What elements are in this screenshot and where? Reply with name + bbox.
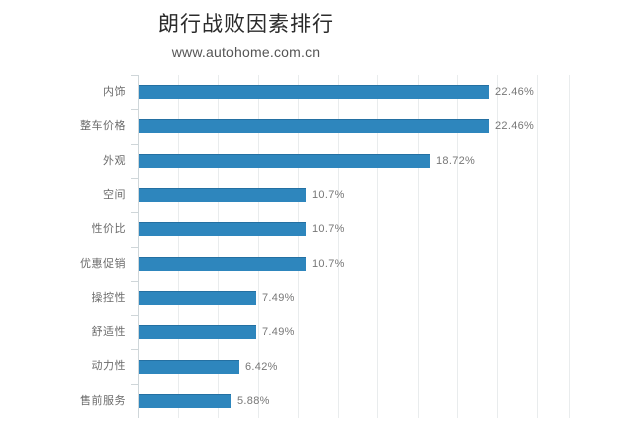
gridline [218, 75, 219, 418]
category-label-wrapper: 优惠促销 [14, 247, 126, 281]
category-label-wrapper: 售前服务 [14, 384, 126, 418]
category-label: 操控性 [91, 291, 126, 304]
page-title: 朗行战败因素排行 [158, 13, 334, 36]
axis-tick [131, 177, 138, 179]
category-label-wrapper: 外观 [14, 144, 126, 178]
category-label-wrapper: 动力性 [14, 349, 126, 383]
bar-value-label: 6.42% [245, 360, 278, 373]
axis-tick [131, 349, 138, 351]
axis-tick [131, 75, 138, 76]
bar-row[interactable]: 售前服务 5.88% [0, 383, 620, 418]
category-label-wrapper: 内饰 [14, 75, 126, 109]
bar[interactable] [139, 85, 489, 100]
bar-value-label: 7.49% [262, 291, 295, 304]
gridline [457, 75, 458, 418]
axis-tick [131, 246, 138, 248]
bar[interactable] [139, 119, 489, 134]
axis-tick [131, 143, 138, 145]
category-label: 整车价格 [80, 120, 126, 133]
bar-row[interactable]: 空间 10.7% [0, 177, 620, 212]
bar-value-label: 10.7% [312, 189, 345, 202]
bar-value-label: 18.72% [436, 154, 476, 167]
bar-row[interactable]: 内饰 22.46% [0, 75, 620, 109]
category-label: 优惠促销 [80, 257, 126, 270]
category-label: 内饰 [103, 86, 126, 98]
bar-value-label: 10.7% [312, 223, 345, 236]
category-label: 空间 [103, 188, 126, 201]
bar-row[interactable]: 动力性 6.42% [0, 349, 620, 383]
bar-value-label: 10.7% [312, 257, 345, 270]
category-label: 售前服务 [80, 394, 126, 407]
axis-tick [131, 212, 138, 214]
category-label-wrapper: 操控性 [14, 281, 126, 315]
bar[interactable] [139, 325, 256, 340]
axis-tick [131, 315, 138, 317]
bar-row[interactable]: 外观 18.72% [0, 143, 620, 178]
category-label: 性价比 [91, 223, 126, 236]
bar-row[interactable]: 操控性 7.49% [0, 280, 620, 315]
category-label-wrapper: 空间 [14, 178, 126, 212]
bar-value-label: 22.46% [495, 120, 535, 133]
bar[interactable] [139, 393, 231, 408]
category-label: 动力性 [91, 360, 126, 373]
bar[interactable] [139, 290, 256, 305]
category-label-wrapper: 整车价格 [14, 109, 126, 143]
gridline [258, 75, 259, 418]
category-label-wrapper: 舒适性 [14, 315, 126, 349]
axis-tick [131, 280, 138, 282]
gridline [178, 75, 179, 418]
category-label: 外观 [103, 154, 126, 167]
bar-row[interactable]: 整车价格 22.46% [0, 109, 620, 143]
gridline [298, 75, 299, 418]
category-label: 舒适性 [91, 326, 126, 339]
bar-value-label: 5.88% [237, 394, 270, 407]
axis-tick [131, 109, 138, 111]
gridline [338, 75, 339, 418]
gridline [537, 75, 538, 418]
bar[interactable] [139, 256, 306, 271]
bar-row[interactable]: 性价比 10.7% [0, 212, 620, 246]
bar[interactable] [139, 188, 306, 203]
chart-subtitle-source: www.autohome.com.cn [171, 44, 321, 60]
gridline [418, 75, 419, 418]
bar[interactable] [139, 153, 430, 168]
gridline [497, 75, 498, 418]
gridline [377, 75, 378, 418]
bar[interactable] [139, 359, 239, 374]
category-label-wrapper: 性价比 [14, 212, 126, 246]
y-axis-line [138, 75, 139, 418]
bar-row[interactable]: 舒适性 7.49% [0, 315, 620, 349]
gridline [569, 75, 570, 418]
bar-value-label: 7.49% [262, 326, 295, 339]
bar-row[interactable]: 优惠促销 10.7% [0, 246, 620, 281]
axis-tick [131, 383, 138, 385]
bar-value-label: 22.46% [495, 86, 535, 99]
bar[interactable] [139, 222, 306, 237]
